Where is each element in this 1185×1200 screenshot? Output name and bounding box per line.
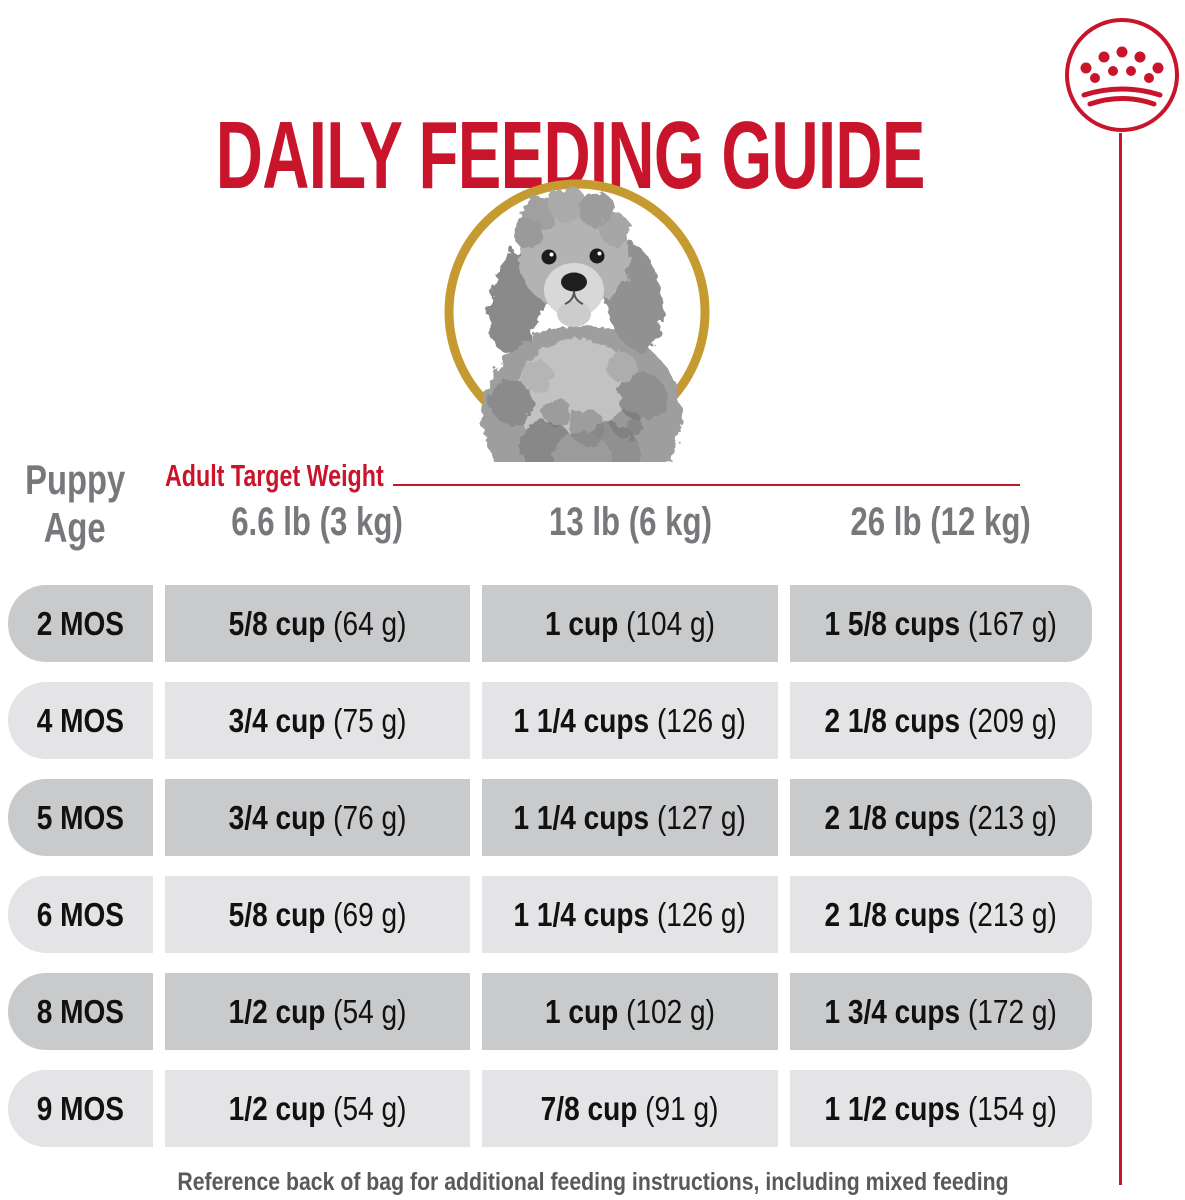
feeding-cell: 1/2 cup (54 g) [165,1070,470,1147]
feeding-cell: 5/8 cup (64 g) [165,585,470,662]
age-cell: 2 MOS [8,585,153,662]
feeding-cell: 2 1/8 cups (213 g) [790,876,1092,953]
table-row: 2 MOS 5/8 cup (64 g) 1 cup (104 g) 1 5/8… [0,585,1185,662]
table-row: 4 MOS 3/4 cup (75 g) 1 1/4 cups (126 g) … [0,682,1185,759]
feeding-cell: 1 1/4 cups (127 g) [482,779,778,856]
red-vertical-divider [1119,133,1122,1185]
feeding-cell: 3/4 cup (76 g) [165,779,470,856]
red-underline [393,484,1020,486]
age-cell: 8 MOS [8,973,153,1050]
table-row: 8 MOS 1/2 cup (54 g) 1 cup (102 g) 1 3/4… [0,973,1185,1050]
table-row: 5 MOS 3/4 cup (76 g) 1 1/4 cups (127 g) … [0,779,1185,856]
column-header-6kg: 13 lb (6 kg) [548,500,712,544]
feeding-cell: 5/8 cup (69 g) [165,876,470,953]
feeding-cell: 1 1/4 cups (126 g) [482,682,778,759]
puppy-age-label: Puppy Age [24,456,126,551]
feeding-cell: 2 1/8 cups (213 g) [790,779,1092,856]
puppy-photo [444,179,710,462]
age-cell: 6 MOS [8,876,153,953]
feeding-cell: 1 1/4 cups (126 g) [482,876,778,953]
feeding-cell: 1/2 cup (54 g) [165,973,470,1050]
column-header-3kg: 6.6 lb (3 kg) [231,500,404,544]
age-cell: 4 MOS [8,682,153,759]
table-row: 9 MOS 1/2 cup (54 g) 7/8 cup (91 g) 1 1/… [0,1070,1185,1147]
royal-canin-crown-icon [1065,18,1179,132]
table-row: 6 MOS 5/8 cup (69 g) 1 1/4 cups (126 g) … [0,876,1185,953]
adult-target-weight-label: Adult Target Weight [165,458,384,493]
column-header-12kg: 26 lb (12 kg) [850,500,1032,544]
footer-note: Reference back of bag for additional fee… [176,1168,1009,1196]
feeding-table: 2 MOS 5/8 cup (64 g) 1 cup (104 g) 1 5/8… [0,585,1185,1167]
age-cell: 5 MOS [8,779,153,856]
feeding-cell: 1 5/8 cups (167 g) [790,585,1092,662]
feeding-cell: 3/4 cup (75 g) [165,682,470,759]
feeding-cell: 1 cup (102 g) [482,973,778,1050]
feeding-cell: 7/8 cup (91 g) [482,1070,778,1147]
feeding-cell: 2 1/8 cups (209 g) [790,682,1092,759]
feeding-cell: 1 3/4 cups (172 g) [790,973,1092,1050]
age-cell: 9 MOS [8,1070,153,1147]
feeding-cell: 1 1/2 cups (154 g) [790,1070,1092,1147]
feeding-cell: 1 cup (104 g) [482,585,778,662]
